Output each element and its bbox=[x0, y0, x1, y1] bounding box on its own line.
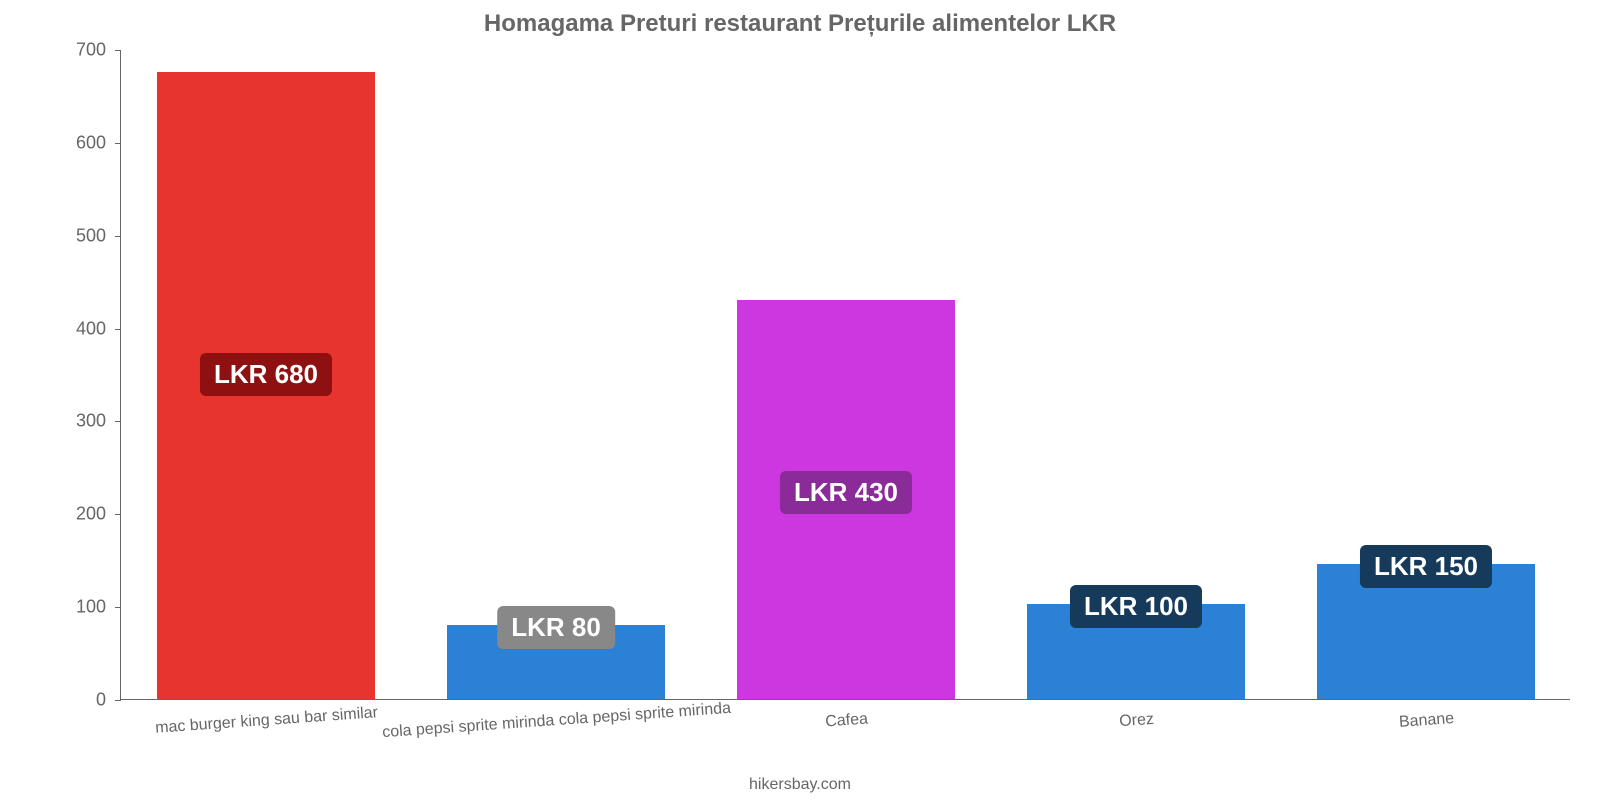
x-axis-category-label: cola pepsi sprite mirinda cola pepsi spr… bbox=[382, 700, 732, 742]
y-axis-tick-label: 400 bbox=[51, 318, 106, 339]
y-axis-tick-mark bbox=[115, 50, 121, 51]
x-axis-category-label: mac burger king sau bar similar bbox=[155, 704, 379, 738]
bar-data-label: LKR 680 bbox=[200, 353, 332, 396]
bar-data-label: LKR 150 bbox=[1360, 545, 1492, 588]
y-axis-tick-mark bbox=[115, 607, 121, 608]
chart-container: Homagama Preturi restaurant Prețurile al… bbox=[0, 0, 1600, 800]
y-axis-tick-mark bbox=[115, 236, 121, 237]
x-axis-category-label: Banane bbox=[1398, 710, 1454, 732]
bar-data-label: LKR 430 bbox=[780, 471, 912, 514]
y-axis-tick-label: 300 bbox=[51, 411, 106, 432]
bar-data-label: LKR 100 bbox=[1070, 585, 1202, 628]
bar-data-label: LKR 80 bbox=[497, 606, 615, 649]
y-axis-tick-mark bbox=[115, 421, 121, 422]
y-axis-tick-label: 0 bbox=[51, 690, 106, 711]
y-axis-tick-label: 600 bbox=[51, 132, 106, 153]
y-axis-tick-mark bbox=[115, 143, 121, 144]
x-axis-category-label: Cafea bbox=[825, 711, 869, 732]
y-axis-tick-mark bbox=[115, 514, 121, 515]
x-axis-category-label: Orez bbox=[1119, 711, 1155, 731]
y-axis-tick-mark bbox=[115, 329, 121, 330]
y-axis-tick-label: 100 bbox=[51, 597, 106, 618]
plot-area: 0100200300400500600700LKR 680mac burger … bbox=[120, 50, 1570, 700]
y-axis-tick-label: 500 bbox=[51, 225, 106, 246]
attribution-text: hikersbay.com bbox=[0, 776, 1600, 794]
chart-title: Homagama Preturi restaurant Prețurile al… bbox=[0, 10, 1600, 38]
y-axis-tick-mark bbox=[115, 700, 121, 701]
y-axis-tick-label: 200 bbox=[51, 504, 106, 525]
y-axis-tick-label: 700 bbox=[51, 40, 106, 61]
